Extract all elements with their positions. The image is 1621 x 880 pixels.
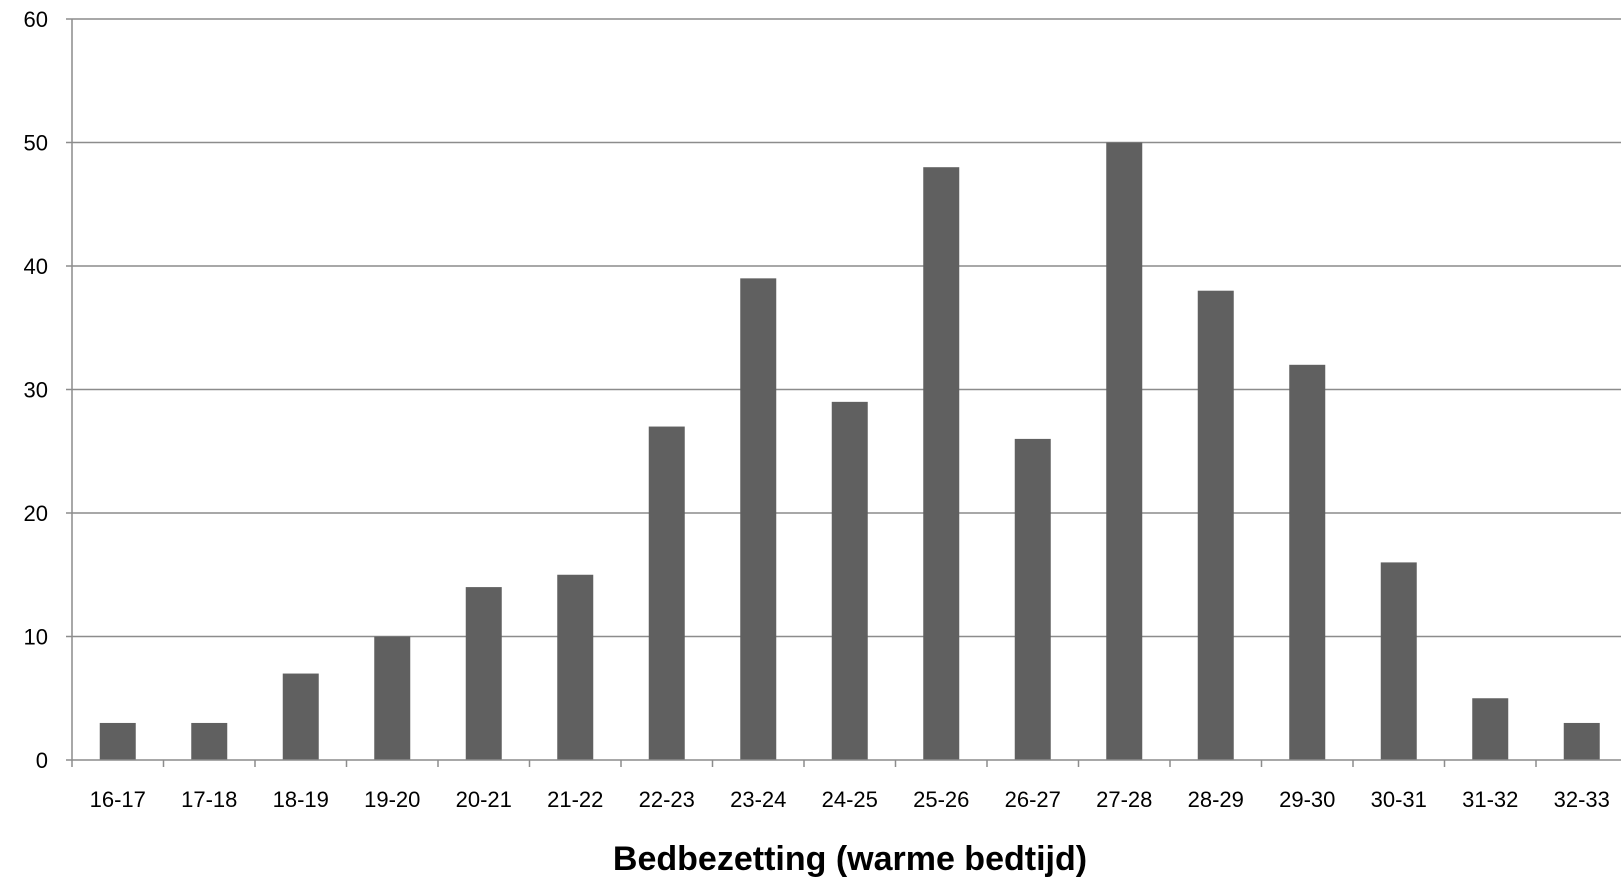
x-tick-label: 16-17 — [90, 787, 146, 812]
bar-29-30 — [1289, 364, 1326, 760]
x-tick-label: 18-19 — [273, 787, 329, 812]
x-axis-title: Bedbezetting (warme bedtijd) — [613, 840, 1087, 878]
gridlines — [72, 18, 1621, 638]
bar-23-24 — [740, 278, 777, 760]
bar-28-29 — [1197, 290, 1234, 760]
bar-17-18 — [191, 722, 228, 760]
bar-20-21 — [465, 587, 502, 760]
x-tick-label: 30-31 — [1371, 787, 1427, 812]
y-tick-labels: 0 10 20 30 40 50 60 — [24, 7, 48, 773]
bar-18-19 — [282, 673, 319, 760]
axes — [66, 18, 1621, 767]
x-tick-label: 23-24 — [730, 787, 786, 812]
bar-26-27 — [1014, 438, 1051, 760]
x-tick-label: 31-32 — [1462, 787, 1518, 812]
x-tick-label: 21-22 — [547, 787, 603, 812]
x-tick-label: 19-20 — [364, 787, 420, 812]
x-tick-label: 28-29 — [1188, 787, 1244, 812]
y-tick-label: 10 — [24, 625, 48, 650]
x-tick-label: 27-28 — [1096, 787, 1152, 812]
bar-32-33 — [1563, 722, 1600, 760]
y-tick-label: 60 — [24, 7, 48, 32]
y-tick-label: 30 — [24, 378, 48, 403]
bar-30-31 — [1380, 562, 1417, 760]
bar-24-25 — [831, 401, 868, 760]
y-tick-label: 20 — [24, 501, 48, 526]
x-tick-label: 26-27 — [1005, 787, 1061, 812]
bar-19-20 — [374, 636, 411, 760]
bar-16-17 — [99, 722, 136, 760]
x-tick-label: 29-30 — [1279, 787, 1335, 812]
x-tick-label: 17-18 — [181, 787, 237, 812]
y-tick-label: 0 — [36, 748, 48, 773]
bar-21-22 — [557, 574, 594, 760]
x-tick-labels: 16-17 17-18 18-19 19-20 20-21 21-22 22-23 23-24… — [90, 787, 1610, 812]
bar-31-32 — [1472, 698, 1509, 760]
y-tick-label: 50 — [24, 131, 48, 156]
bar-22-23 — [648, 426, 685, 760]
x-tick-label: 20-21 — [456, 787, 512, 812]
y-tick-label: 40 — [24, 254, 48, 279]
x-tick-label: 22-23 — [639, 787, 695, 812]
bars — [99, 142, 1600, 760]
bar-27-28 — [1106, 142, 1143, 760]
x-tick-label: 25-26 — [913, 787, 969, 812]
x-tick-label: 24-25 — [822, 787, 878, 812]
bar-25-26 — [923, 167, 960, 760]
x-tick-label: 32-33 — [1554, 787, 1610, 812]
